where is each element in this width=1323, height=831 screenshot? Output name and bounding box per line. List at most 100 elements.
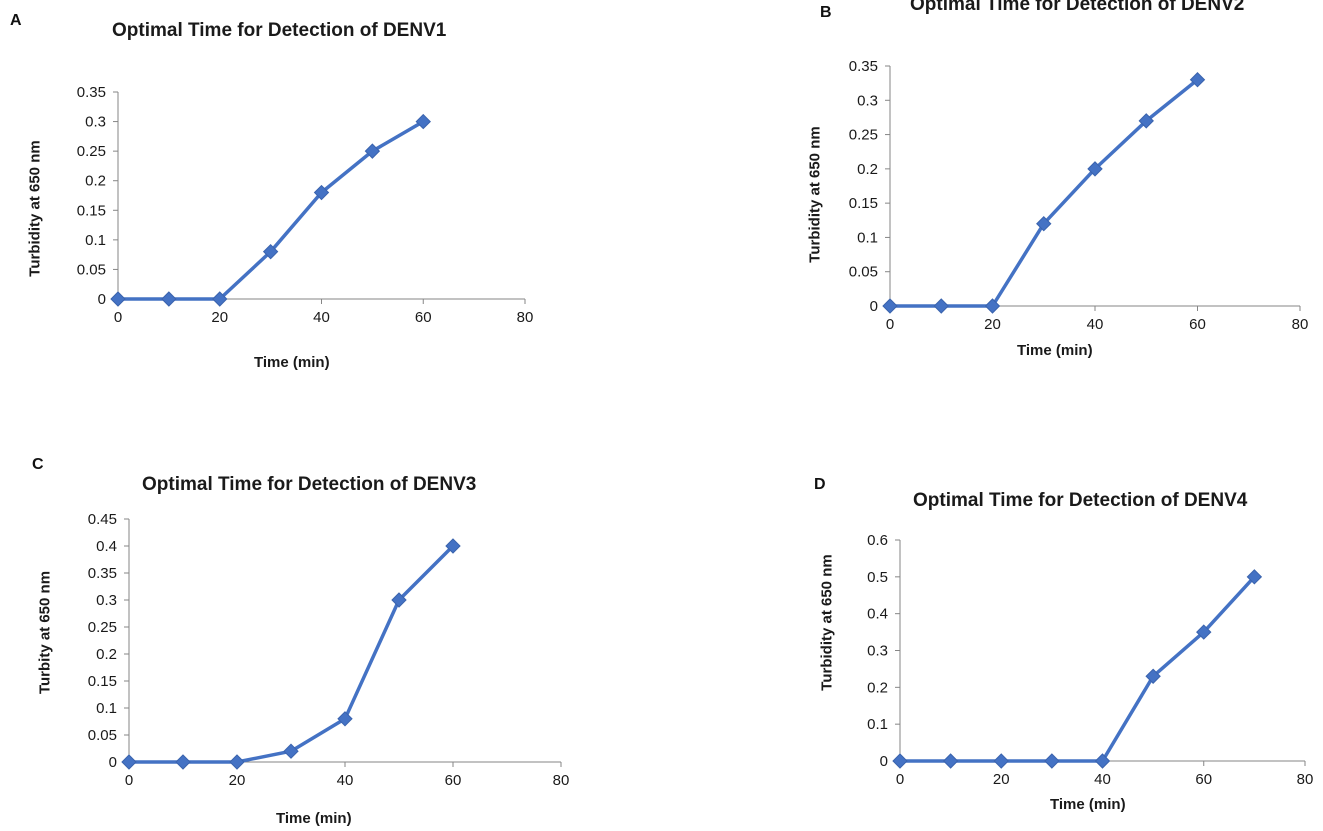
data-point-marker: [415, 113, 431, 130]
data-point-marker: [892, 753, 908, 769]
y-tick-label: 0.6: [867, 532, 888, 549]
x-axis-label: Time (min): [276, 810, 352, 827]
y-tick-label: 0: [98, 291, 106, 308]
x-axis-label: Time (min): [1017, 342, 1093, 359]
data-point-marker: [1196, 624, 1212, 640]
data-point-marker: [262, 243, 279, 260]
y-tick-label: 0.2: [857, 161, 878, 178]
y-tick-label: 0.4: [867, 606, 888, 623]
y-tick-label: 0: [880, 753, 888, 770]
chart-title: Optimal Time for Detection of DENV4: [913, 490, 1248, 511]
panel-letter: D: [814, 476, 826, 493]
x-tick-label: 40: [313, 309, 330, 326]
x-tick-label: 0: [896, 771, 904, 788]
x-tick-label: 60: [1195, 771, 1212, 788]
x-tick-label: 0: [125, 772, 133, 789]
y-tick-label: 0.3: [96, 592, 117, 609]
x-axis-label: Time (min): [1050, 796, 1126, 813]
panel-letter: A: [10, 12, 22, 29]
data-point-marker: [364, 143, 381, 159]
y-tick-label: 0.1: [85, 232, 106, 249]
chart-title: Optimal Time for Detection of DENV2: [910, 0, 1245, 15]
data-point-marker: [229, 754, 245, 770]
data-point-marker: [1246, 569, 1263, 585]
y-tick-label: 0: [109, 754, 117, 771]
y-tick-label: 0.15: [77, 202, 106, 219]
data-point-marker: [933, 298, 949, 314]
data-point-marker: [942, 753, 959, 769]
y-tick-label: 0.3: [85, 114, 106, 131]
x-tick-label: 40: [1094, 771, 1111, 788]
y-tick-label: 0.2: [867, 679, 888, 696]
data-point-marker: [212, 291, 228, 307]
y-tick-label: 0.25: [849, 127, 878, 144]
y-tick-label: 0.1: [96, 700, 117, 717]
data-point-marker: [1036, 216, 1052, 232]
data-point-marker: [1189, 72, 1206, 88]
data-point-marker: [110, 291, 126, 307]
x-tick-label: 80: [517, 309, 534, 326]
x-tick-label: 80: [553, 772, 570, 789]
series-line: [898, 575, 1257, 763]
x-tick-label: 20: [984, 316, 1001, 333]
data-point-marker: [161, 291, 177, 307]
x-tick-label: 60: [1189, 316, 1206, 333]
y-tick-label: 0.35: [849, 58, 878, 75]
data-point-marker: [1094, 753, 1111, 769]
data-point-marker: [445, 538, 461, 554]
data-point-marker: [175, 754, 191, 770]
data-point-marker: [391, 592, 407, 608]
y-tick-label: 0.25: [77, 143, 106, 160]
data-point-marker: [1145, 668, 1161, 684]
data-point-marker: [313, 184, 330, 201]
x-tick-label: 60: [445, 772, 462, 789]
data-point-marker: [283, 743, 299, 759]
y-tick-label: 0.4: [96, 538, 117, 555]
chart-title: Optimal Time for Detection of DENV3: [142, 474, 477, 495]
x-tick-label: 0: [114, 309, 122, 326]
data-point-marker: [882, 298, 898, 314]
y-tick-label: 0.5: [867, 569, 888, 586]
y-tick-label: 0.35: [88, 565, 117, 582]
y-tick-label: 0.35: [77, 84, 106, 101]
x-axis-label: Time (min): [254, 354, 330, 371]
chart-title: Optimal Time for Detection of DENV1: [112, 20, 447, 41]
data-point-marker: [984, 298, 1001, 314]
x-tick-label: 20: [229, 772, 246, 789]
y-tick-label: 0.3: [867, 643, 888, 660]
panel-letter: B: [820, 4, 832, 21]
x-tick-label: 20: [993, 771, 1010, 788]
x-tick-label: 40: [1087, 316, 1104, 333]
x-tick-label: 60: [415, 309, 432, 326]
y-tick-label: 0.1: [857, 229, 878, 246]
y-tick-label: 0.2: [85, 173, 106, 190]
data-point-marker: [337, 711, 353, 727]
data-point-marker: [993, 753, 1009, 769]
x-tick-label: 80: [1292, 316, 1309, 333]
y-tick-label: 0: [870, 298, 878, 315]
data-point-marker: [1138, 113, 1154, 129]
y-tick-label: 0.45: [88, 511, 117, 528]
y-tick-label: 0.1: [867, 716, 888, 733]
y-tick-label: 0.15: [88, 673, 117, 690]
y-tick-label: 0.3: [857, 92, 878, 109]
x-tick-label: 20: [211, 309, 228, 326]
data-point-marker: [1087, 161, 1103, 177]
y-tick-label: 0.05: [849, 264, 878, 281]
y-tick-label: 0.05: [77, 261, 106, 278]
data-point-marker: [121, 754, 137, 770]
y-tick-label: 0.2: [96, 646, 117, 663]
panel-letter: C: [32, 456, 44, 473]
y-tick-label: 0.25: [88, 619, 117, 636]
data-point-marker: [1044, 753, 1060, 769]
x-tick-label: 40: [337, 772, 354, 789]
y-tick-label: 0.15: [849, 195, 878, 212]
y-tick-label: 0.05: [88, 727, 117, 744]
x-tick-label: 0: [886, 316, 894, 333]
x-tick-label: 80: [1297, 771, 1314, 788]
